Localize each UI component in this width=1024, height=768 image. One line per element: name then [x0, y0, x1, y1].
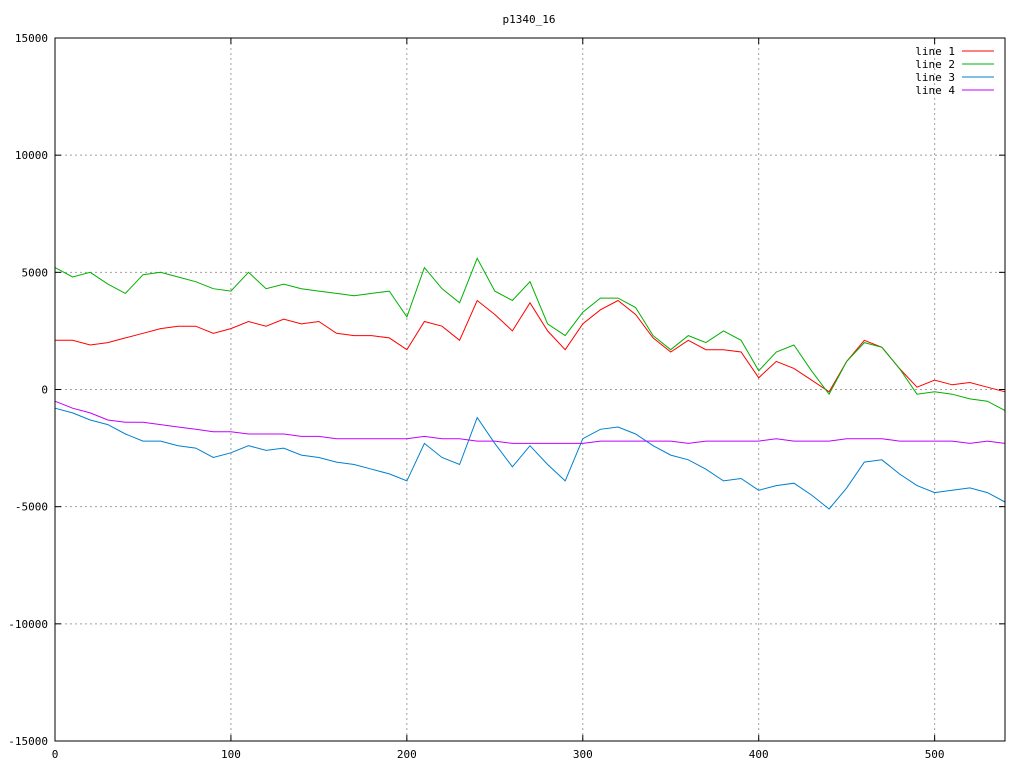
legend-label: line 1 — [915, 45, 955, 58]
x-tick-label: 400 — [749, 748, 769, 761]
y-tick-label: -10000 — [8, 618, 48, 631]
legend-label: line 4 — [915, 84, 955, 97]
y-tick-label: 0 — [41, 384, 48, 397]
axis-ticks: -15000 -10000 -5000 0 5000 10000 15000 0 100 200 3… — [8, 32, 1005, 761]
series-line-3 — [54, 407, 1006, 510]
y-tick-label: 10000 — [15, 149, 48, 162]
x-tick-label: 200 — [397, 748, 417, 761]
chart-title: p1340_16 — [503, 13, 556, 26]
legend-label: line 2 — [915, 58, 955, 71]
series-line-2 — [54, 257, 1006, 412]
series-lines — [54, 257, 1006, 510]
y-tick-label: -15000 — [8, 735, 48, 748]
y-tick-label: 5000 — [22, 266, 49, 279]
x-tick-label: 0 — [52, 748, 59, 761]
series-line-1 — [55, 299, 1006, 393]
x-tick-label: 300 — [573, 748, 593, 761]
plot-frame — [54, 37, 1006, 742]
x-tick-label: 500 — [925, 748, 945, 761]
y-tick-label: 15000 — [15, 32, 48, 45]
y-tick-label: -5000 — [15, 501, 48, 514]
grid-lines — [55, 38, 1005, 741]
series-line-4 — [54, 400, 1006, 444]
x-tick-label: 100 — [221, 748, 241, 761]
legend-label: line 3 — [915, 71, 955, 84]
